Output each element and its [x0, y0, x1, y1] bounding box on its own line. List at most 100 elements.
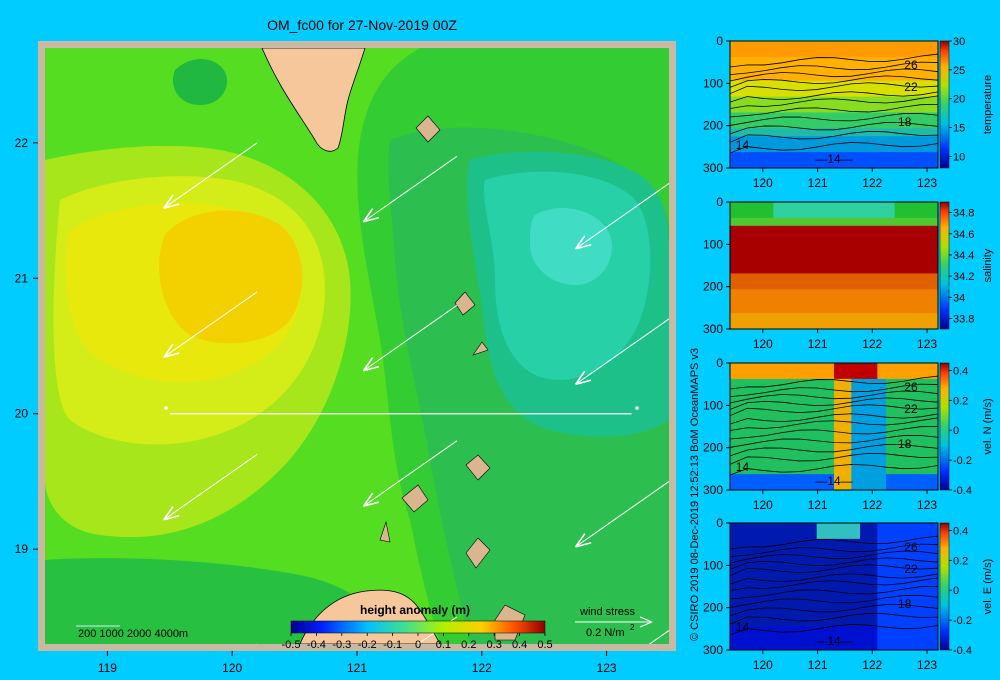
section-cell	[834, 257, 844, 266]
section-cell	[816, 209, 826, 219]
section-cell	[773, 482, 783, 491]
section-cell	[773, 466, 783, 475]
section-cell	[773, 626, 783, 635]
section-cell	[912, 289, 922, 298]
section-cell	[747, 578, 757, 587]
section-cell	[808, 321, 818, 330]
section-cell	[782, 249, 792, 259]
section-cell	[903, 458, 913, 467]
section-cell	[790, 241, 800, 251]
section-cell	[816, 634, 826, 643]
section-cell	[790, 152, 800, 161]
section-cell	[886, 402, 896, 412]
section-cell	[738, 418, 748, 427]
section-cell	[816, 152, 826, 161]
section-cell	[912, 241, 922, 251]
section-cell	[773, 458, 783, 467]
map-x-tick-label: 123	[597, 661, 617, 675]
section-cell	[825, 128, 835, 137]
section-cell	[730, 554, 740, 564]
section-cell	[903, 202, 913, 211]
section-cell	[730, 482, 740, 491]
section-cell	[886, 634, 896, 643]
section-cell	[782, 152, 792, 161]
section-cell	[790, 450, 800, 459]
section-cell	[842, 418, 852, 427]
section-cell	[877, 442, 887, 451]
section-cell	[894, 120, 904, 129]
section-cell	[756, 618, 766, 627]
map-contour-teal-3	[530, 207, 612, 285]
section-cell	[799, 249, 809, 259]
section-cell	[808, 297, 818, 306]
section-cell	[842, 209, 852, 219]
section-contour-line	[729, 595, 939, 608]
section-cell	[894, 418, 904, 427]
wind-vectors	[163, 142, 669, 644]
section-cell	[929, 112, 939, 121]
section-cell	[730, 72, 740, 82]
section-cell	[851, 482, 861, 491]
section-cell	[903, 297, 913, 306]
section-cell	[747, 363, 757, 372]
section-colorbar-tick-label: 10	[953, 151, 965, 163]
section-cell	[764, 594, 774, 603]
section-cell	[929, 594, 939, 603]
section-cell	[738, 442, 748, 451]
section-cell	[886, 96, 896, 105]
section-cell	[929, 225, 939, 235]
section-cell	[877, 249, 887, 259]
section-cell	[747, 41, 757, 50]
section-cell	[894, 289, 904, 298]
section-cell	[894, 209, 904, 219]
section-cell	[834, 434, 844, 443]
section-cell	[920, 64, 930, 74]
section-cell	[920, 634, 930, 643]
section-cell	[929, 64, 939, 74]
section-frame	[729, 362, 939, 491]
section-cell	[799, 136, 809, 145]
section-cell	[782, 257, 792, 266]
section-cell	[730, 523, 740, 532]
section-cell	[886, 209, 896, 219]
section-contour-label: 22	[904, 402, 918, 416]
section-colorbar-tick-label: 34	[953, 292, 965, 304]
section-cell	[860, 634, 870, 643]
section-cell	[834, 594, 844, 603]
section-cell	[738, 378, 748, 388]
section-cell	[834, 394, 844, 404]
section-y-tick-label: 200	[703, 601, 723, 615]
section-cell	[929, 458, 939, 467]
section-cell	[747, 152, 757, 161]
section-contour-line	[729, 585, 939, 600]
section-cell	[868, 570, 878, 580]
section-cell	[799, 538, 809, 548]
section-cell	[886, 618, 896, 627]
section-cell	[868, 104, 878, 113]
section-cell	[816, 370, 826, 380]
section-cell	[799, 554, 809, 564]
section-cell	[851, 273, 861, 282]
section-cell	[790, 378, 800, 388]
section-cell	[886, 297, 896, 306]
section-cell	[851, 48, 861, 58]
section-cell	[790, 418, 800, 427]
section-colorbar-tick-label: 25	[953, 65, 965, 77]
section-cell	[842, 72, 852, 82]
section-cell	[868, 281, 878, 290]
section-cell	[799, 233, 809, 243]
wind-vector	[163, 453, 258, 521]
section-cell	[756, 265, 766, 274]
section-cell	[912, 474, 922, 483]
section-contour-line	[729, 130, 939, 143]
section-cell	[834, 482, 844, 491]
section-cell	[929, 626, 939, 635]
section-cell	[920, 394, 930, 404]
section-contour-line	[729, 417, 939, 431]
section-cell	[920, 104, 930, 113]
section-cell	[929, 209, 939, 219]
section-cell	[747, 233, 757, 243]
section-cell	[886, 152, 896, 161]
section-cell	[738, 434, 748, 443]
section-cell	[738, 48, 748, 58]
